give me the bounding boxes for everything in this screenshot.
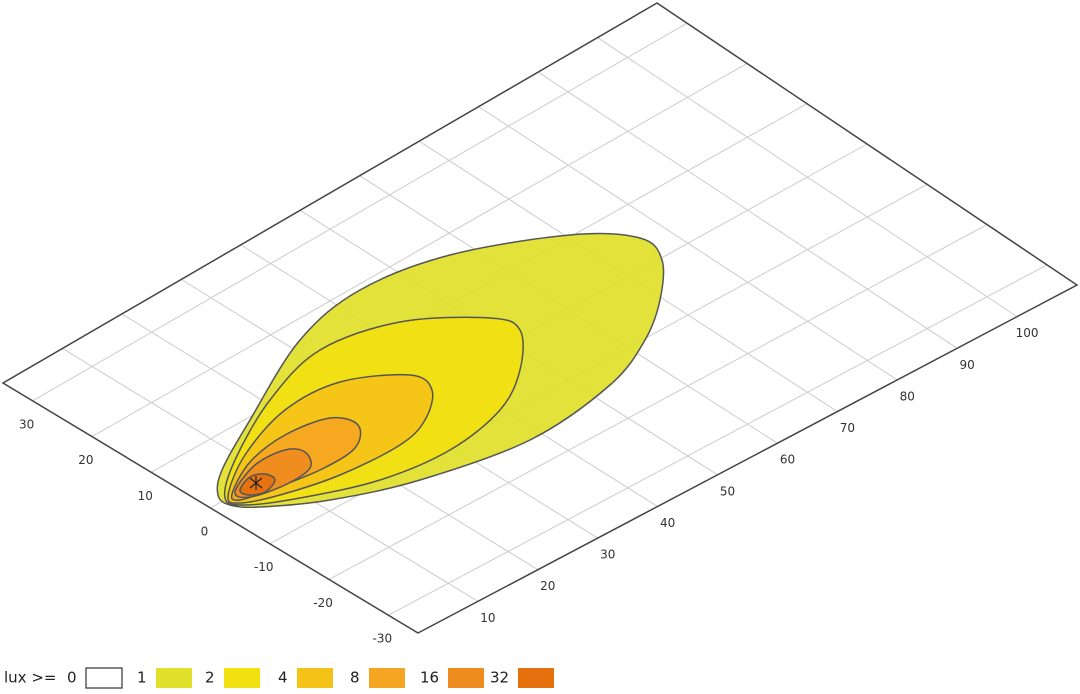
grid-line xyxy=(328,224,988,580)
x-tick-label: 60 xyxy=(780,453,795,467)
legend-label: 32 xyxy=(490,669,509,687)
source-marker xyxy=(249,476,263,490)
x-tick-label: 10 xyxy=(480,611,495,625)
grid-line xyxy=(32,22,688,402)
legend-swatch xyxy=(85,667,123,689)
x-tick-label: 30 xyxy=(600,548,615,562)
plane-border xyxy=(1,2,1079,634)
legend-swatch xyxy=(224,668,260,688)
legend-label: 4 xyxy=(278,669,288,687)
legend-title: lux >= xyxy=(4,669,56,687)
x-tick-label: 40 xyxy=(660,516,675,530)
legend: 0 1 2 4 8 16 32 xyxy=(67,667,554,689)
legend-swatch xyxy=(297,668,333,688)
grid-line xyxy=(91,62,748,438)
legend-swatch xyxy=(156,668,192,688)
legend-label: 1 xyxy=(137,669,147,687)
y-tick-label: -10 xyxy=(254,560,274,574)
grid-line xyxy=(388,264,1048,616)
legend-swatch xyxy=(448,668,484,688)
legend-label: 8 xyxy=(350,669,360,687)
y-tick-label: 30 xyxy=(19,417,34,431)
plot-area: 10 20 30 40 50 60 70 80 90 100 -30 -20 -10 0 10 20 30 xyxy=(1,2,1079,646)
legend-label: 0 xyxy=(67,669,77,687)
x-tick-label: 90 xyxy=(960,358,975,372)
y-tick-label: 20 xyxy=(78,453,93,467)
x-tick-label: 70 xyxy=(840,421,855,435)
x-tick-label: 20 xyxy=(540,579,555,593)
legend-label: 2 xyxy=(205,669,215,687)
legend-swatch xyxy=(369,668,405,688)
y-tick-label: 0 xyxy=(201,525,209,539)
y-tick-label: -20 xyxy=(313,596,333,610)
y-tick-label: -30 xyxy=(373,632,393,646)
y-tick-label: 10 xyxy=(138,489,153,503)
x-tick-label: 80 xyxy=(900,389,915,403)
legend-label: 16 xyxy=(420,669,439,687)
legend-swatch xyxy=(518,668,554,688)
x-tick-label: 50 xyxy=(720,484,735,498)
x-tick-label: 100 xyxy=(1016,326,1039,340)
